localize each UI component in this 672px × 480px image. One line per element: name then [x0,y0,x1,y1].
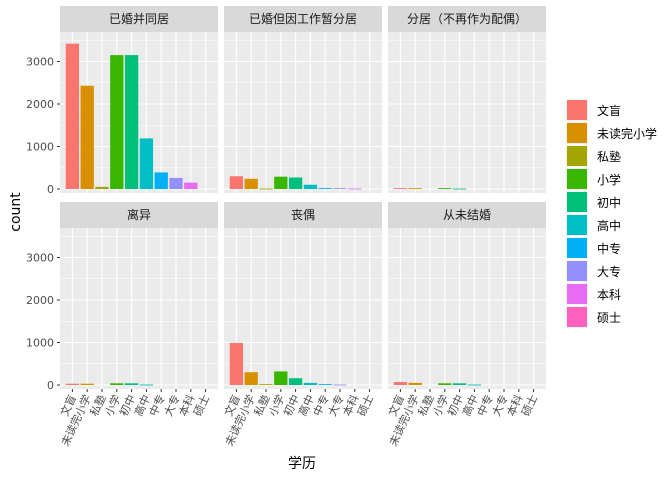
bar [259,188,273,190]
legend-swatch [567,169,587,189]
legend-label: 硕士 [597,311,621,325]
y-axis-title: count [8,192,24,232]
bar [124,55,139,189]
bar [244,178,258,189]
bar [110,383,124,385]
bar [65,383,80,385]
bar [333,188,347,189]
legend-label: 中专 [597,241,621,256]
bar [333,384,347,386]
facet-label: 丧偶 [291,208,315,222]
bar [452,383,467,385]
panel-background [388,32,546,193]
bar [452,188,467,190]
legend-label: 本科 [597,288,621,302]
bar [244,372,258,385]
facet-label: 已婚但因工作暂分居 [249,12,357,26]
legend-swatch [567,215,587,235]
legend-swatch [567,261,587,281]
bar [467,384,482,386]
facet-strip [224,6,382,32]
bar [124,383,139,385]
facet-strip [388,202,546,228]
y-tick-label: 3000 [26,252,54,265]
y-tick-label: 3000 [26,56,54,69]
legend-swatch [567,123,587,143]
legend-swatch [567,307,587,327]
bar [169,177,183,189]
bar [303,184,318,189]
bar [348,188,362,190]
bar [408,188,422,189]
panel-background [388,228,546,389]
facet-label: 离异 [127,207,151,222]
bar [438,383,452,385]
legend-swatch [567,146,587,166]
legend-label: 高中 [597,218,621,233]
bar [110,55,124,189]
legend-swatch [567,238,587,258]
x-tick-label: 硕士 [355,393,376,418]
bar [303,382,318,385]
bar [229,176,244,189]
x-axis-title: 学历 [288,456,316,472]
y-tick-label: 2000 [26,98,54,111]
facet-label: 已婚并同居 [109,12,169,26]
bar [274,371,288,385]
bar [288,378,303,385]
bar [184,182,198,189]
panel-background [224,32,382,193]
bar [274,176,288,189]
legend-swatch [567,100,587,120]
facet-strip [224,202,382,228]
bar [139,138,154,189]
bar [408,382,422,385]
bar [393,188,408,189]
x-tick-label: 硕士 [519,393,540,418]
facet-strip [60,6,218,32]
panel-background [60,228,218,389]
facet-label: 分居（不再作为配偶） [407,12,527,26]
y-tick-label: 1000 [26,141,54,154]
legend-label: 大专 [597,264,621,279]
legend-label: 初中 [597,195,621,210]
facet-strip [388,6,546,32]
bar [65,43,80,190]
bar [288,177,303,189]
y-tick-label: 1000 [26,337,54,350]
legend-label: 文盲 [597,103,621,118]
bar [393,382,408,385]
bar [80,383,94,385]
bar [229,342,244,385]
x-tick-label: 硕士 [191,393,212,418]
facet-strip [60,202,218,228]
bar [95,186,109,189]
y-tick-label: 2000 [26,294,54,307]
bar [154,172,168,189]
legend-label: 小学 [597,172,621,187]
bar [259,384,273,385]
legend-label: 私塾 [597,149,621,164]
y-tick-label: 0 [47,379,54,392]
bar [438,188,452,189]
legend-swatch [567,284,587,304]
bar [80,85,94,189]
bar [318,384,332,385]
y-tick-label: 0 [47,183,54,196]
bar [318,188,332,189]
legend-label: 未读完小学 [597,126,657,141]
facet-label: 从未结婚 [443,208,491,222]
panel-background [224,228,382,389]
bar [139,384,154,386]
legend-swatch [567,192,587,212]
